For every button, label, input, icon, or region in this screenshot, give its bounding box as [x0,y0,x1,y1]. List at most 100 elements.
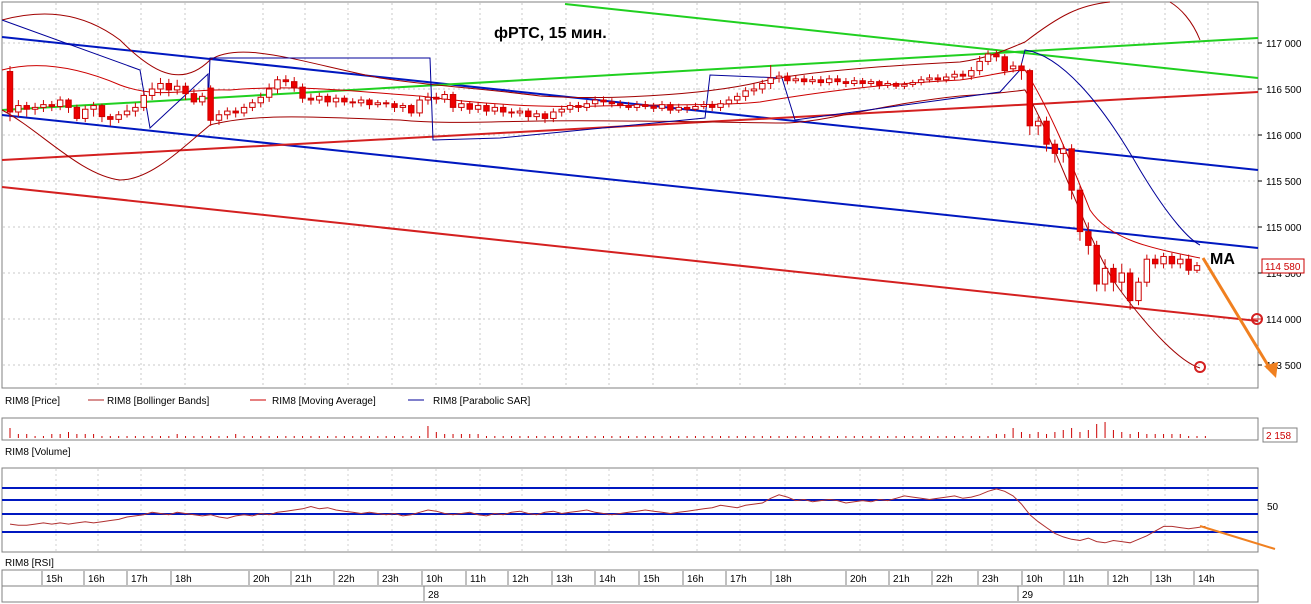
price-tick-label: 113 500 [1266,361,1302,372]
candle-body [433,96,440,100]
candle-body [316,95,323,101]
last-volume-label: 2 158 [1266,431,1291,442]
candle-body [491,106,499,112]
candle-body [115,114,122,120]
candle-body [650,105,657,109]
candle-body [867,81,875,84]
price-panel-frame [1,1,1259,389]
candle-body [274,79,281,90]
chart-title: фРТС, 15 мин. [494,25,607,42]
candle-body [1126,272,1134,302]
price-tick-label: 116 500 [1266,85,1302,96]
candle-body [575,105,582,108]
legend-sar-label: RIM8 [Parabolic SAR] [433,396,530,407]
volume-bars [9,422,1206,438]
candle-body [608,101,616,105]
candle-body [851,80,858,84]
candle-body [976,60,983,72]
green-falling-line [564,3,1259,79]
candle-body [307,97,315,101]
candle-body [82,108,89,119]
legend-ma-label: RIM8 [Moving Average] [272,396,376,407]
candle-body [1135,281,1142,302]
price-axis: 113 500 114 000 114 500 115 000 115 500 116 0… [1258,39,1302,372]
rsi-tick-50: 50 [1267,502,1279,513]
candle-body [683,106,691,110]
day-label: 29 [1022,590,1034,601]
candle-body [1034,120,1042,127]
time-tick-label: 18h [175,574,192,585]
candle-body [993,53,1000,58]
candle-body [1018,65,1025,72]
red-channel-lower-line [1,186,1259,322]
time-tick-label: 11h [470,574,486,585]
time-tick-label: 20h [253,574,270,585]
candle-body [943,76,950,81]
time-tick-label: 23h [382,574,399,585]
candle-body [734,95,741,101]
candle-body [1118,272,1125,283]
candle-body [31,106,39,110]
candle-body [224,110,231,116]
candle-body [15,105,22,113]
candle-body [6,71,14,113]
time-tick-label: 21h [893,574,910,585]
time-tick-label: 10h [426,574,443,585]
candle-body [257,96,264,104]
candle-body [600,99,607,103]
candle-body [625,105,632,108]
candle-body [341,97,348,103]
candle-body [617,103,624,107]
time-tick-label: 16h [88,574,105,585]
candle-body [391,103,398,108]
candle-body [499,106,507,113]
volume-label: RIM8 [Volume] [5,447,71,458]
candle-body [1193,265,1201,271]
candle-body [48,104,56,107]
candle-body [525,110,532,118]
time-tick-label: 17h [131,574,148,585]
legend: RIM8 [Price] RIM8 [Bollinger Bands] RIM8… [5,396,530,407]
time-tick-label: 20h [850,574,867,585]
candle-body [759,82,766,90]
candle-body [382,102,390,105]
candle-body [959,73,967,77]
candle-body [349,101,356,104]
candle-body [909,82,917,85]
candle-body [1143,258,1151,283]
candle-body [366,99,373,106]
candle-body [917,79,925,84]
candle-body [541,113,549,119]
time-tick-label: 12h [1112,574,1129,585]
time-tick-label: 13h [556,574,573,585]
price-tick-label: 114 500 [1266,269,1302,280]
time-tick-label: 22h [936,574,953,585]
candle-body [508,111,515,114]
candle-body [249,102,256,108]
candle-body [299,86,306,99]
rsi-level-lines [2,487,1258,533]
candlestick-series [6,50,1201,310]
candle-body [792,78,799,82]
candle-body [240,106,248,114]
candle-body [742,90,749,97]
time-tick-label: 23h [982,574,999,585]
candle-body [675,106,682,111]
candle-body [1009,65,1017,70]
candle-body [408,105,415,114]
candle-body [199,95,206,103]
candle-body [775,75,783,79]
candle-body [123,110,131,116]
candle-body [876,81,883,86]
candle-body [107,116,114,120]
candle-body [1076,189,1084,233]
candle-body [558,108,565,113]
ma-annotation: MA [1210,251,1235,268]
rsi-label: RIM8 [RSI] [5,558,54,569]
forecast-arrow [1201,257,1274,373]
candle-body [1026,70,1034,127]
candle-body [148,88,156,96]
candle-body [968,70,975,77]
candle-body [817,79,825,84]
